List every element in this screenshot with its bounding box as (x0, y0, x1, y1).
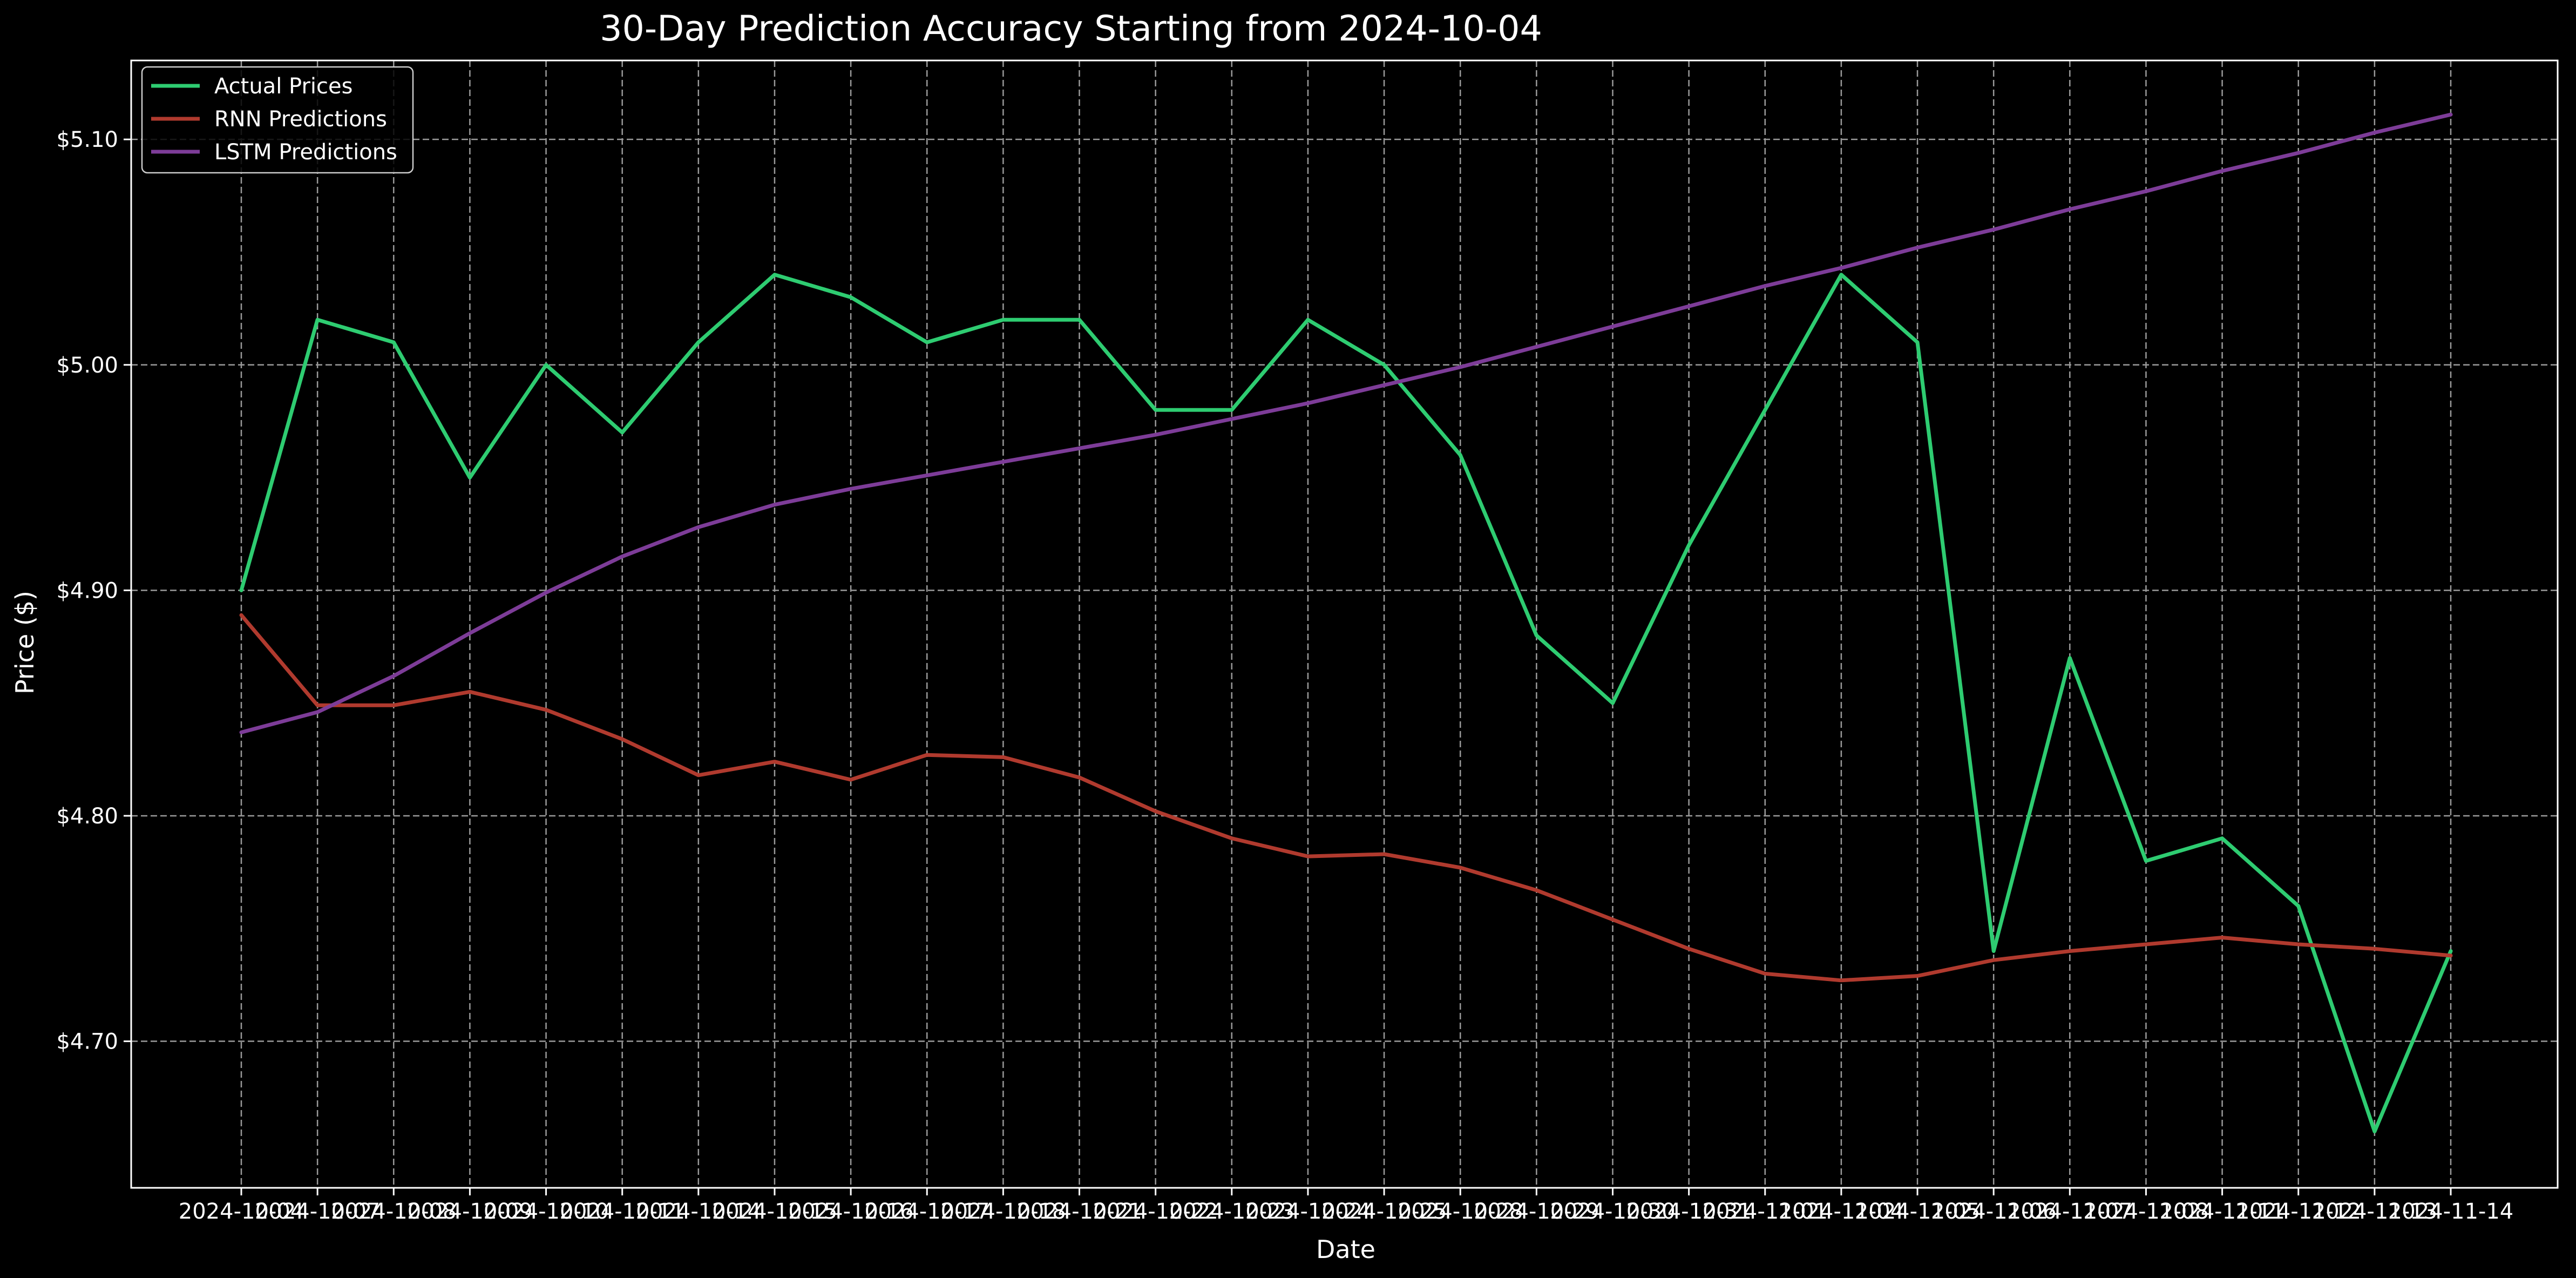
x-tick-label: 2024-11-06 (1931, 1199, 2056, 1224)
y-tick-label: $4.80 (56, 804, 118, 829)
y-tick-label: $4.90 (56, 578, 118, 603)
y-axis-label: Price ($) (10, 591, 39, 694)
legend-box (141, 66, 414, 174)
series-line-1 (239, 613, 2453, 983)
y-tick-labels: $4.70 $4.80 $4.90 $5.00 $5.10 (56, 127, 118, 1054)
x-tick-label: 2024-10-25 (1321, 1199, 1447, 1224)
x-tick-label: 2024-10-21 (1016, 1199, 1142, 1224)
x-tick-label: 2024-10-09 (407, 1199, 532, 1224)
x-tick-label: 2024-10-11 (559, 1199, 684, 1224)
x-tick-label: 2024-11-05 (1855, 1199, 1980, 1224)
legend: Actual Prices RNN Predictions LSTM Predict… (141, 66, 414, 174)
x-tick-label: 2024-10-18 (940, 1199, 1066, 1224)
y-tick-label: $5.10 (56, 127, 118, 152)
series-line-2 (239, 112, 2453, 734)
series-line-0 (239, 273, 2453, 1134)
x-tick-label: 2024-11-14 (2388, 1199, 2513, 1224)
x-tick-label: 2024-11-12 (2235, 1199, 2361, 1224)
x-tick-label: 2024-11-13 (2312, 1199, 2437, 1224)
x-tick-label: 2024-10-28 (1398, 1199, 1523, 1224)
x-tick-label: 2024-11-07 (2007, 1199, 2132, 1224)
y-tick-label: $5.00 (56, 353, 118, 378)
x-tick-label: 2024-11-08 (2083, 1199, 2208, 1224)
x-tick-label: 2024-10-24 (1245, 1199, 1371, 1224)
legend-label: LSTM Predictions (214, 140, 397, 165)
x-tick-label: 2024-11-04 (1779, 1199, 1904, 1224)
x-tick-label: 2024-10-29 (1474, 1199, 1599, 1224)
x-tick-label: 2024-10-23 (1169, 1199, 1294, 1224)
x-tick-label: 2024-11-11 (2159, 1199, 2284, 1224)
grid (131, 60, 2558, 1188)
x-tick-label: 2024-10-22 (1093, 1199, 1218, 1224)
x-tick-label: 2024-10-15 (712, 1199, 837, 1224)
x-tick-label: 2024-10-10 (483, 1199, 608, 1224)
x-tick-label: 2024-10-16 (788, 1199, 913, 1224)
x-tick-label: 2024-10-14 (636, 1199, 761, 1224)
x-tick-label: 2024-10-04 (179, 1199, 304, 1224)
x-tick-labels: 2024-10-042024-10-072024-10-082024-10-09… (179, 1199, 2513, 1224)
x-tick-label: 2024-10-31 (1626, 1199, 1751, 1224)
plot-frame (130, 59, 2559, 1189)
x-tick-label: 2024-10-08 (331, 1199, 456, 1224)
x-tick-label: 2024-10-07 (255, 1199, 380, 1224)
series-group (239, 112, 2453, 1134)
legend-label: RNN Predictions (214, 107, 387, 132)
x-tick-label: 2024-10-30 (1550, 1199, 1675, 1224)
x-axis-label: Date (1316, 1235, 1375, 1264)
legend-label: Actual Prices (214, 74, 352, 99)
y-tick-label: $4.70 (56, 1030, 118, 1054)
axes (124, 59, 2559, 1195)
chart-title: 30-Day Prediction Accuracy Starting from… (600, 9, 1542, 49)
x-tick-label: 2024-11-01 (1703, 1199, 1828, 1224)
x-tick-label: 2024-10-17 (864, 1199, 989, 1224)
